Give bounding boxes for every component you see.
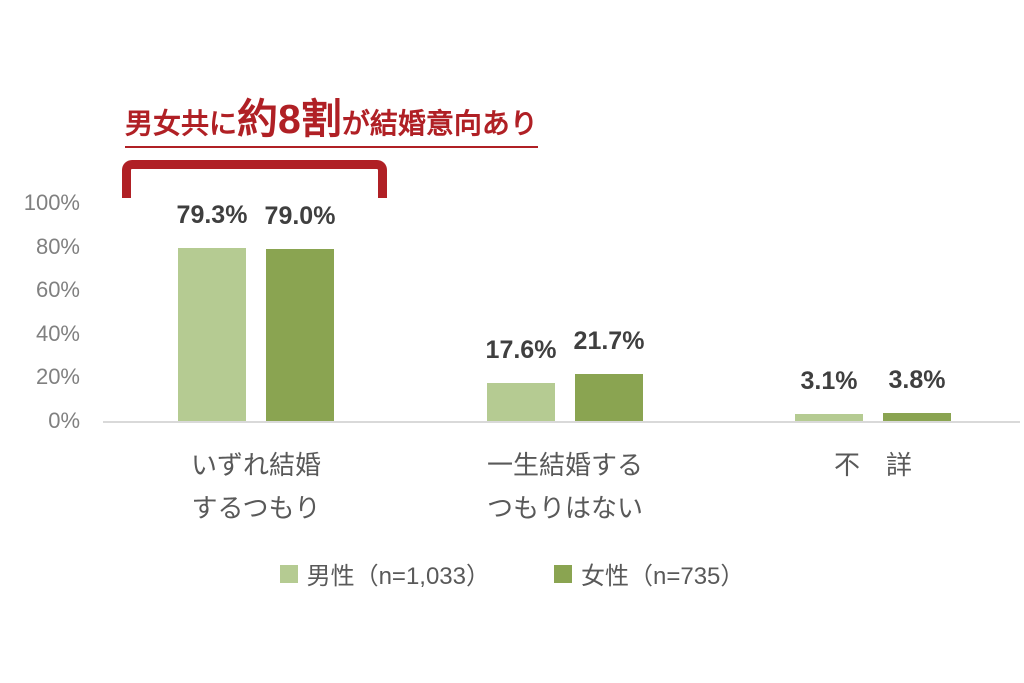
y-axis-tick: 60% [35,277,80,303]
y-axis-tick: 0% [48,408,80,433]
category-label: 不 詳 [833,450,912,480]
bar-female-cat2 [575,373,643,421]
annotation-bracket [122,160,387,198]
value-label: 17.6% [485,335,557,364]
value-label: 79.3% [176,201,248,230]
category-label: いずれ結婚 するつもり [190,450,321,523]
value-label: 21.7% [573,326,645,355]
bar-female-cat1 [266,248,334,421]
x-axis-line [103,421,1020,423]
y-axis-tick: 40% [35,320,80,346]
bar-male-cat1 [178,248,246,421]
annotation-title: 男女共に約8割が結婚意向あり [125,96,538,149]
bar-female-cat3 [883,412,951,421]
legend-entry-female: 女性（n=735） [554,556,744,591]
annotation-prefix: 男女共に [125,108,238,139]
y-axis-tick: 80% [35,233,80,259]
annotation-emphasis: 約8割 [237,96,342,142]
bar-male-cat2 [487,382,555,421]
category-label: 一生結婚する つもりはない [486,450,643,523]
annotation-suffix: が結婚意向あり [341,108,538,139]
value-label: 3.8% [888,365,946,394]
legend: 男性（n=1,033） 女性（n=735） [0,556,1024,591]
legend-swatch-icon [279,564,298,583]
y-axis-tick: 100% [23,190,80,215]
legend-swatch-icon [554,564,572,583]
value-label: 79.0% [264,201,336,230]
legend-label: 男性（n=1,033） [306,563,490,590]
value-label: 3.1% [800,367,858,396]
bar-male-cat3 [795,414,863,421]
y-axis-tick: 20% [35,364,80,390]
legend-entry-male: 男性（n=1,033） [279,556,490,591]
legend-label: 女性（n=735） [581,563,745,590]
